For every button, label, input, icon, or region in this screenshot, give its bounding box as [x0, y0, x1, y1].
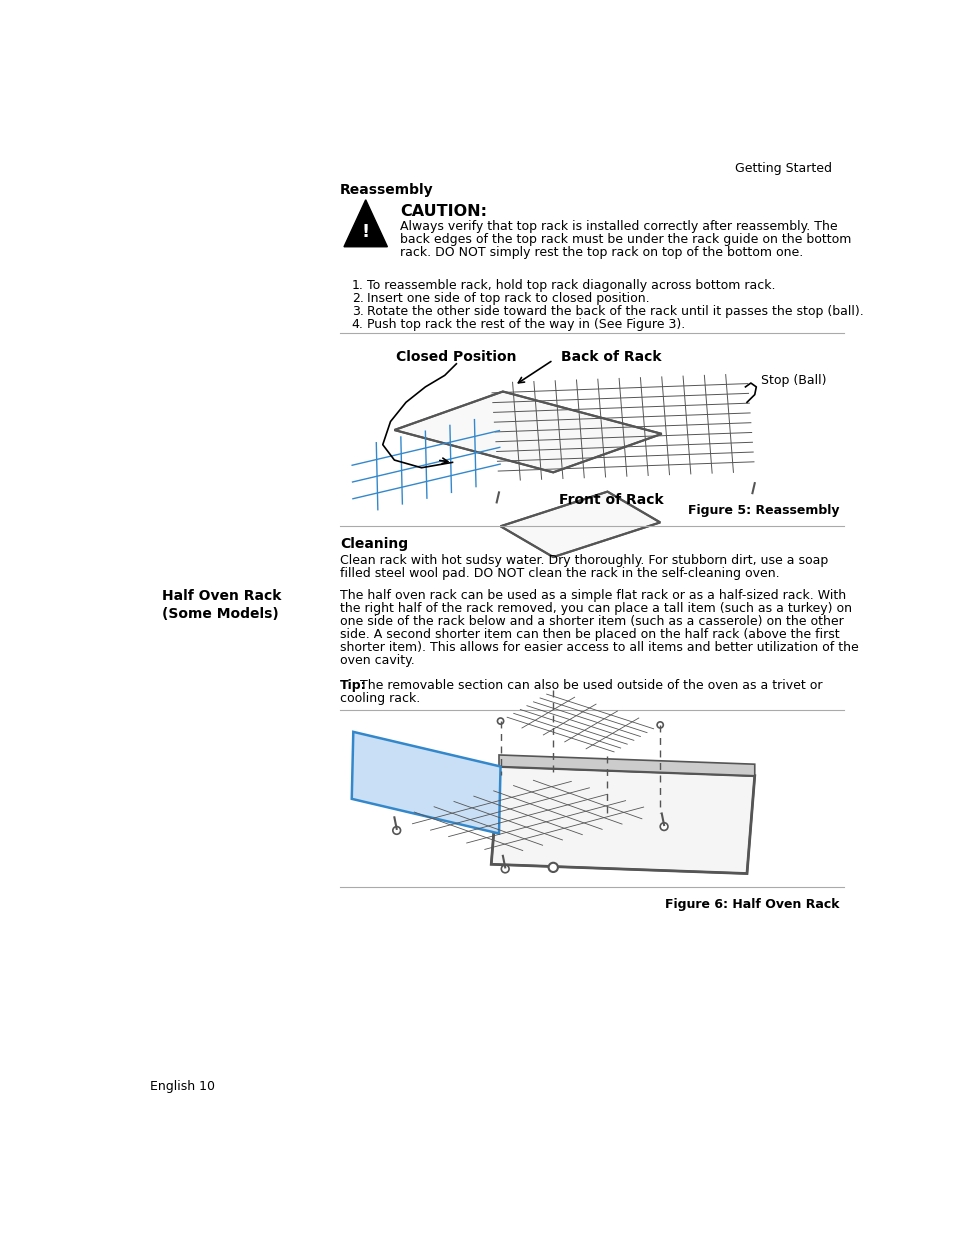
Text: Front of Rack: Front of Rack [558, 493, 663, 508]
Circle shape [548, 863, 558, 872]
Text: The half oven rack can be used as a simple flat rack or as a half-sized rack. Wi: The half oven rack can be used as a simp… [340, 589, 845, 601]
Polygon shape [500, 492, 659, 557]
Text: 4.: 4. [352, 319, 363, 331]
Polygon shape [352, 732, 500, 834]
Text: filled steel wool pad. DO NOT clean the rack in the self-cleaning oven.: filled steel wool pad. DO NOT clean the … [340, 567, 779, 580]
Text: 3.: 3. [352, 305, 363, 319]
Text: English 10: English 10 [150, 1079, 215, 1093]
Text: Always verify that top rack is installed correctly after reassembly. The: Always verify that top rack is installed… [399, 220, 837, 233]
Text: To reassemble rack, hold top rack diagonally across bottom rack.: To reassemble rack, hold top rack diagon… [367, 279, 775, 293]
Circle shape [500, 864, 509, 873]
Text: cooling rack.: cooling rack. [340, 692, 420, 705]
Text: oven cavity.: oven cavity. [340, 655, 415, 667]
Text: 2.: 2. [352, 293, 363, 305]
Text: Closed Position: Closed Position [395, 350, 517, 364]
Text: CAUTION:: CAUTION: [399, 204, 486, 219]
Circle shape [657, 721, 662, 727]
Text: the right half of the rack removed, you can place a tall item (such as a turkey): the right half of the rack removed, you … [340, 601, 851, 615]
Text: Insert one side of top rack to closed position.: Insert one side of top rack to closed po… [367, 293, 649, 305]
Text: side. A second shorter item can then be placed on the half rack (above the first: side. A second shorter item can then be … [340, 627, 839, 641]
Polygon shape [491, 767, 754, 873]
Text: back edges of the top rack must be under the rack guide on the bottom: back edges of the top rack must be under… [399, 233, 850, 246]
Text: Rotate the other side toward the back of the rack until it passes the stop (ball: Rotate the other side toward the back of… [367, 305, 863, 319]
Circle shape [659, 823, 667, 830]
Text: Clean rack with hot sudsy water. Dry thoroughly. For stubborn dirt, use a soap: Clean rack with hot sudsy water. Dry tho… [340, 555, 827, 567]
Text: !: ! [361, 224, 370, 241]
Polygon shape [394, 391, 661, 472]
Text: shorter item). This allows for easier access to all items and better utilization: shorter item). This allows for easier ac… [340, 641, 858, 655]
Text: Tip:: Tip: [340, 679, 366, 692]
Text: Cleaning: Cleaning [340, 537, 408, 551]
Text: Stop (Ball): Stop (Ball) [760, 374, 825, 387]
Text: Half Oven Rack
(Some Models): Half Oven Rack (Some Models) [162, 589, 281, 621]
Text: Back of Rack: Back of Rack [560, 350, 661, 364]
Polygon shape [344, 200, 387, 247]
Text: Getting Started: Getting Started [735, 162, 831, 175]
Text: Reassembly: Reassembly [340, 183, 434, 196]
Text: Push top rack the rest of the way in (See Figure 3).: Push top rack the rest of the way in (Se… [367, 319, 685, 331]
Text: The removable section can also be used outside of the oven as a trivet or: The removable section can also be used o… [356, 679, 822, 692]
Text: 1.: 1. [352, 279, 363, 293]
Circle shape [497, 718, 503, 724]
Text: Figure 5: Reassembly: Figure 5: Reassembly [688, 504, 840, 517]
Circle shape [393, 826, 400, 835]
Text: rack. DO NOT simply rest the top rack on top of the bottom one.: rack. DO NOT simply rest the top rack on… [399, 246, 802, 259]
Polygon shape [498, 755, 754, 776]
Text: Figure 6: Half Oven Rack: Figure 6: Half Oven Rack [665, 898, 840, 911]
Text: one side of the rack below and a shorter item (such as a casserole) on the other: one side of the rack below and a shorter… [340, 615, 843, 627]
